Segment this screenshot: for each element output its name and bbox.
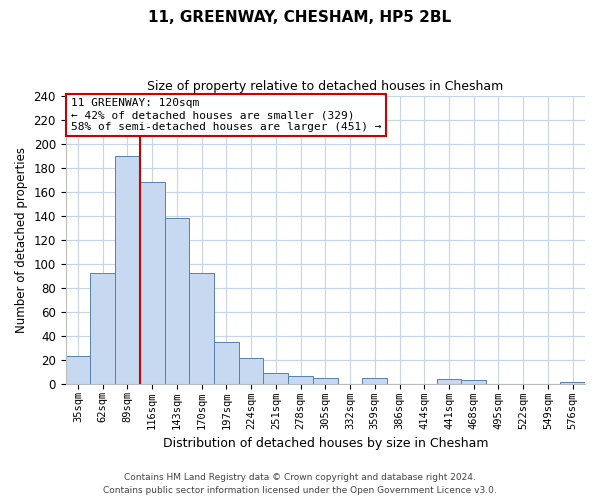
Bar xyxy=(214,342,239,384)
Bar xyxy=(140,182,164,384)
Bar xyxy=(560,382,585,384)
X-axis label: Distribution of detached houses by size in Chesham: Distribution of detached houses by size … xyxy=(163,437,488,450)
Bar xyxy=(288,376,313,384)
Bar xyxy=(437,378,461,384)
Bar xyxy=(91,273,115,384)
Text: Contains HM Land Registry data © Crown copyright and database right 2024.
Contai: Contains HM Land Registry data © Crown c… xyxy=(103,473,497,495)
Bar xyxy=(362,378,387,384)
Bar xyxy=(115,156,140,384)
Bar xyxy=(239,358,263,384)
Bar xyxy=(65,356,91,384)
Bar xyxy=(313,378,338,384)
Bar xyxy=(461,380,486,384)
Title: Size of property relative to detached houses in Chesham: Size of property relative to detached ho… xyxy=(147,80,503,93)
Bar xyxy=(164,218,190,384)
Text: 11, GREENWAY, CHESHAM, HP5 2BL: 11, GREENWAY, CHESHAM, HP5 2BL xyxy=(148,10,452,25)
Bar xyxy=(190,273,214,384)
Y-axis label: Number of detached properties: Number of detached properties xyxy=(15,146,28,332)
Bar xyxy=(263,372,288,384)
Text: 11 GREENWAY: 120sqm
← 42% of detached houses are smaller (329)
58% of semi-detac: 11 GREENWAY: 120sqm ← 42% of detached ho… xyxy=(71,98,382,132)
